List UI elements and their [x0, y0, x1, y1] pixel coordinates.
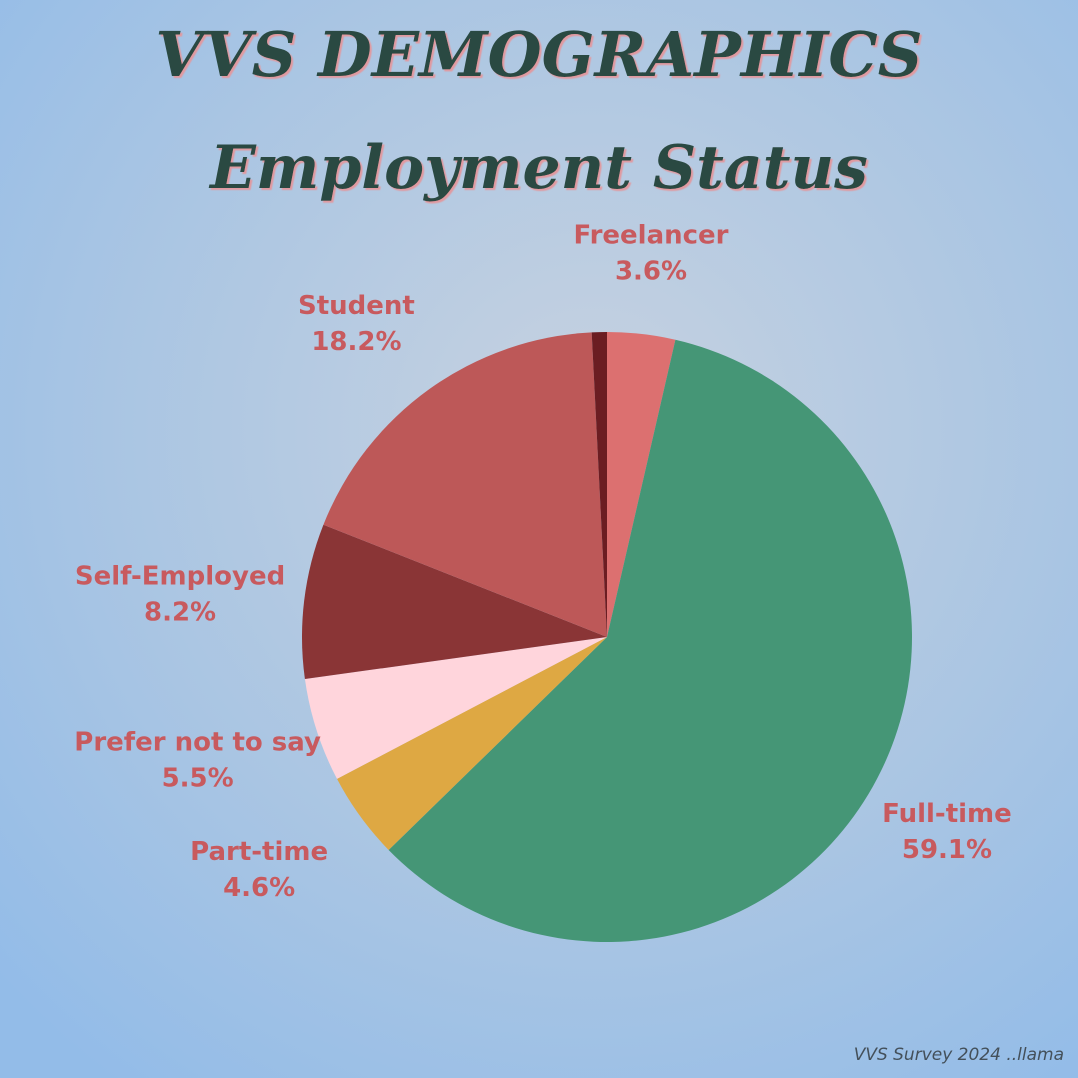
- pie-slice: [388, 339, 913, 943]
- pie-slice: [323, 332, 607, 637]
- pie-slice: [337, 637, 607, 850]
- slice-value-label: 5.5%: [162, 763, 234, 793]
- slice-value-label: 3.6%: [615, 256, 687, 286]
- pie-slice: [304, 637, 607, 779]
- slice-label: Self-Employed: [75, 562, 285, 592]
- slice-label: Freelancer: [573, 220, 728, 250]
- slice-label: Student: [298, 291, 415, 321]
- chart-title: VVS DEMOGRAPHICS: [155, 18, 922, 91]
- chart-subtitle: Employment Status: [208, 133, 868, 203]
- pie-slice: [302, 524, 607, 680]
- slice-label: Part-time: [190, 837, 328, 867]
- pie-slice: [591, 332, 607, 637]
- slice-value-label: 4.6%: [223, 873, 295, 903]
- footnote: VVS Survey 2024 ..llama: [854, 1045, 1064, 1065]
- pie-slice: [607, 332, 676, 637]
- slice-value-label: 59.1%: [902, 835, 992, 865]
- slice-label: Full-time: [882, 799, 1012, 829]
- slice-value-label: 18.2%: [311, 327, 401, 357]
- slice-value-label: 8.2%: [144, 598, 216, 628]
- slice-label: Prefer not to say: [74, 727, 321, 757]
